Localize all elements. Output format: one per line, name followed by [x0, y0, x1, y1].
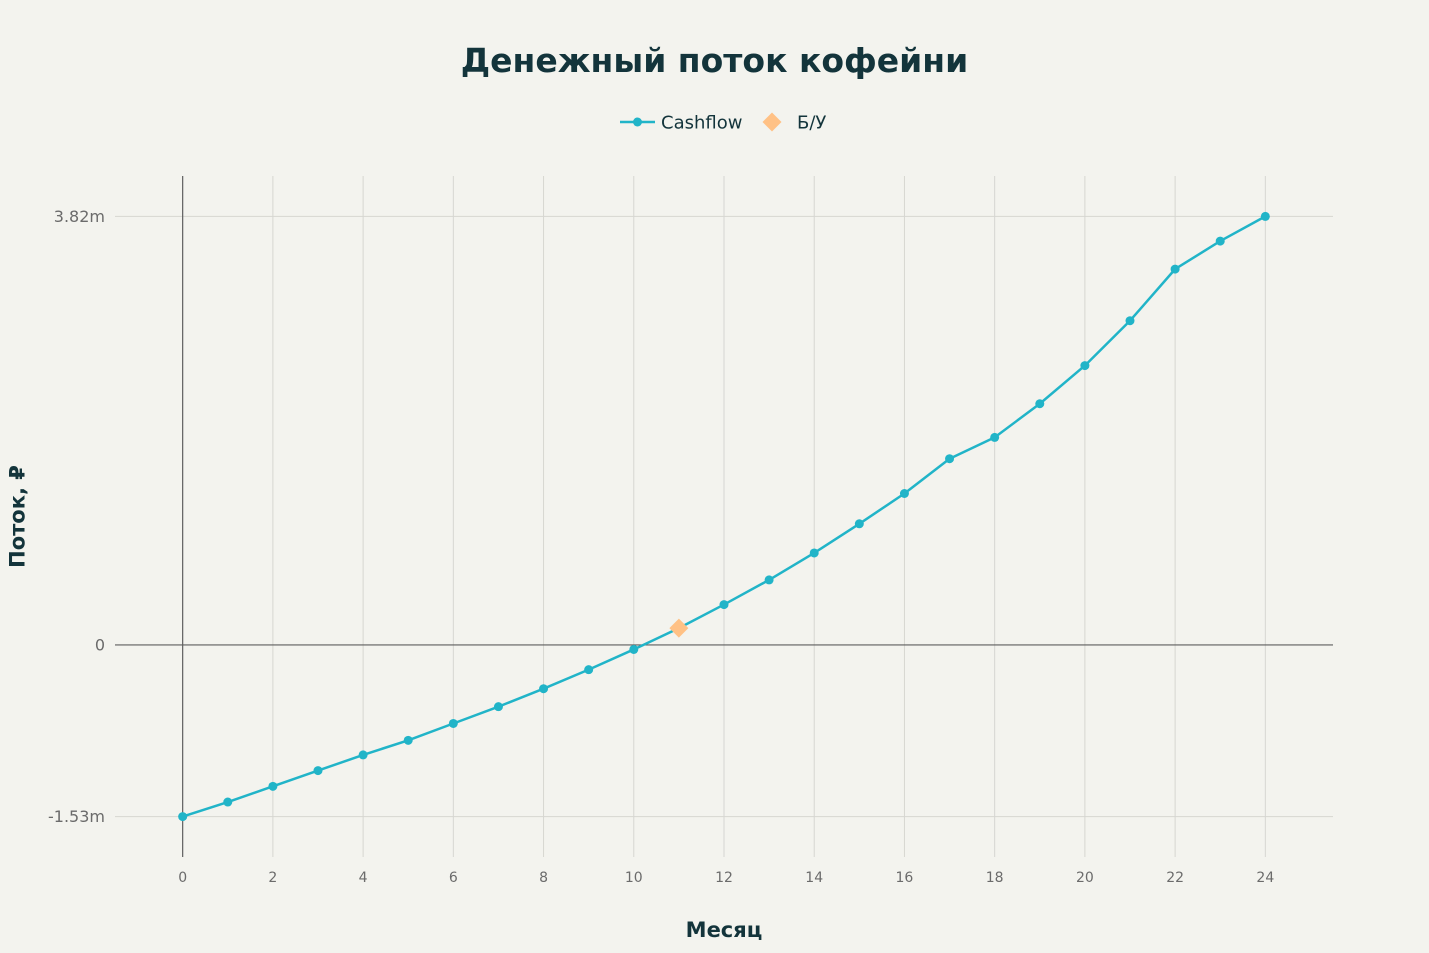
legend-label-break-even: Б/У — [797, 112, 826, 133]
x-tick-label: 20 — [1076, 870, 1094, 886]
cashflow-point — [1125, 316, 1135, 326]
y-tick-label: -1.53m — [48, 807, 105, 826]
y-tick-label: 0 — [95, 636, 105, 655]
cashflow-point — [809, 548, 819, 558]
legend-item-cashflow[interactable]: Cashflow — [620, 112, 742, 133]
cashflow-point — [990, 432, 1000, 442]
x-tick-label: 18 — [986, 870, 1004, 886]
x-tick-label: 4 — [359, 870, 368, 886]
cashflow-point — [358, 750, 368, 760]
cashflow-point — [178, 812, 188, 822]
chart-title: Денежный поток кофейни — [461, 41, 968, 80]
x-tick-label: 2 — [268, 870, 277, 886]
cashflow-point — [403, 735, 413, 745]
cashflow-point — [1080, 361, 1090, 371]
cashflow-point — [223, 797, 233, 807]
cashflow-point — [493, 702, 503, 712]
x-tick-label: 22 — [1166, 870, 1184, 886]
x-tick-label: 16 — [896, 870, 914, 886]
cashflow-point — [945, 454, 955, 464]
legend-diamond-swatch — [762, 112, 782, 132]
cashflow-point — [584, 665, 594, 675]
x-tick-label: 0 — [178, 870, 187, 886]
plot-series — [178, 211, 1270, 822]
cashflow-point — [854, 519, 864, 529]
x-tick-label: 14 — [805, 870, 823, 886]
cashflow-point — [1215, 236, 1225, 246]
x-axis-title: Месяц — [686, 918, 763, 942]
y-axis-title: Поток, ₽ — [5, 465, 29, 568]
cashflow-point — [539, 684, 549, 694]
cashflow-point — [268, 781, 278, 791]
cashflow-point — [1260, 211, 1270, 221]
cashflow-point — [719, 600, 729, 610]
legend-item-break-even[interactable]: Б/У — [762, 112, 827, 133]
cashflow-point — [629, 644, 639, 654]
break-even-marker — [669, 618, 689, 638]
legend-label-cashflow: Cashflow — [661, 112, 742, 133]
y-tick-label: 3.82m — [54, 207, 105, 226]
x-tick-label: 10 — [625, 870, 643, 886]
legend-dot-swatch — [633, 117, 642, 127]
cashflow-point — [313, 766, 323, 776]
legend: Cashflow Б/У — [620, 112, 826, 133]
gridlines — [115, 176, 1333, 857]
cashflow-point — [1035, 399, 1045, 409]
x-tick-label: 12 — [715, 870, 733, 886]
cashflow-point — [1170, 264, 1180, 274]
cashflow-point — [448, 718, 458, 728]
cashflow-point — [764, 575, 774, 585]
x-tick-label: 8 — [539, 870, 548, 886]
x-tick-label: 24 — [1256, 870, 1274, 886]
x-tick-label: 6 — [449, 870, 458, 886]
cashflow-point — [899, 489, 909, 499]
